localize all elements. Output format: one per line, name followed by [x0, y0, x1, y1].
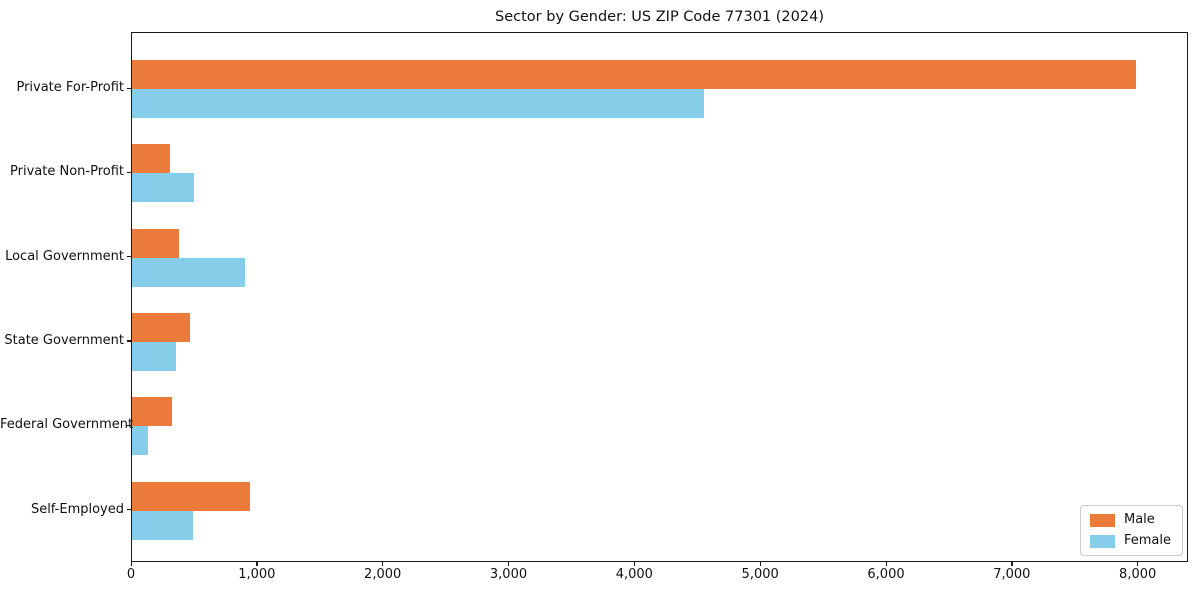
y-axis-label-federal-government: Federal Government: [0, 417, 134, 433]
bar-male-private-non-profit: [132, 144, 170, 174]
y-axis-label-self-employed: Self-Employed: [30, 501, 124, 517]
bar-male-self-employed: [132, 481, 250, 511]
x-tick: [1011, 562, 1013, 566]
legend-item-female: Female: [1089, 533, 1171, 548]
legend-item-male: Male: [1089, 512, 1171, 527]
plot-area: [131, 32, 1188, 562]
y-axis-label-private-non-profit: Private Non-Profit: [10, 164, 124, 180]
y-tick: [127, 424, 131, 426]
legend: Male Female: [1079, 505, 1183, 556]
bar-male-private-for-profit: [132, 60, 1137, 89]
x-axis-tick-label-3-000: 3,000: [489, 567, 528, 582]
legend-swatch-male: [1089, 513, 1115, 527]
x-tick: [508, 562, 510, 566]
x-axis-tick-label-7-000: 7,000: [993, 567, 1031, 582]
bar-male-state-government: [132, 312, 190, 342]
legend-label-female: Female: [1123, 533, 1171, 548]
bar-female-self-employed: [132, 510, 194, 540]
x-axis-tick-label-6-000: 6,000: [867, 567, 905, 582]
x-tick: [885, 562, 887, 566]
x-axis-tick-label-4-000: 4,000: [615, 567, 653, 582]
x-axis-tick-label-0: 0: [126, 567, 136, 582]
legend-label-male: Male: [1123, 512, 1155, 527]
y-axis-label-private-for-profit: Private For-Profit: [16, 80, 124, 95]
y-tick: [127, 256, 131, 258]
bar-male-local-government: [132, 228, 180, 258]
x-axis-tick-label-8-000: 8,000: [1119, 567, 1157, 582]
bar-female-private-for-profit: [132, 89, 704, 118]
y-tick: [127, 509, 131, 511]
y-tick: [127, 171, 131, 173]
y-axis-label-state-government: State Government: [4, 332, 124, 348]
y-tick: [127, 340, 131, 342]
x-axis-tick-label-5-000: 5,000: [741, 567, 779, 582]
bar-female-private-non-profit: [132, 173, 194, 203]
bar-female-federal-government: [132, 426, 148, 456]
x-tick: [382, 562, 384, 566]
bar-male-federal-government: [132, 397, 172, 427]
y-axis-label-local-government: Local Government: [5, 248, 124, 264]
x-axis-tick-label-1-000: 1,000: [238, 567, 276, 582]
x-tick: [256, 562, 258, 566]
x-axis-tick-label-2-000: 2,000: [364, 567, 402, 582]
x-tick: [633, 562, 636, 566]
legend-swatch-female: [1089, 534, 1115, 548]
x-tick: [759, 562, 761, 566]
y-tick: [127, 87, 131, 89]
chart-title: Sector by Gender: US ZIP Code 77301 (202…: [495, 9, 824, 25]
bar-female-state-government: [132, 341, 177, 371]
x-tick: [1137, 562, 1139, 566]
bar-female-local-government: [132, 257, 245, 287]
x-tick: [130, 562, 132, 566]
